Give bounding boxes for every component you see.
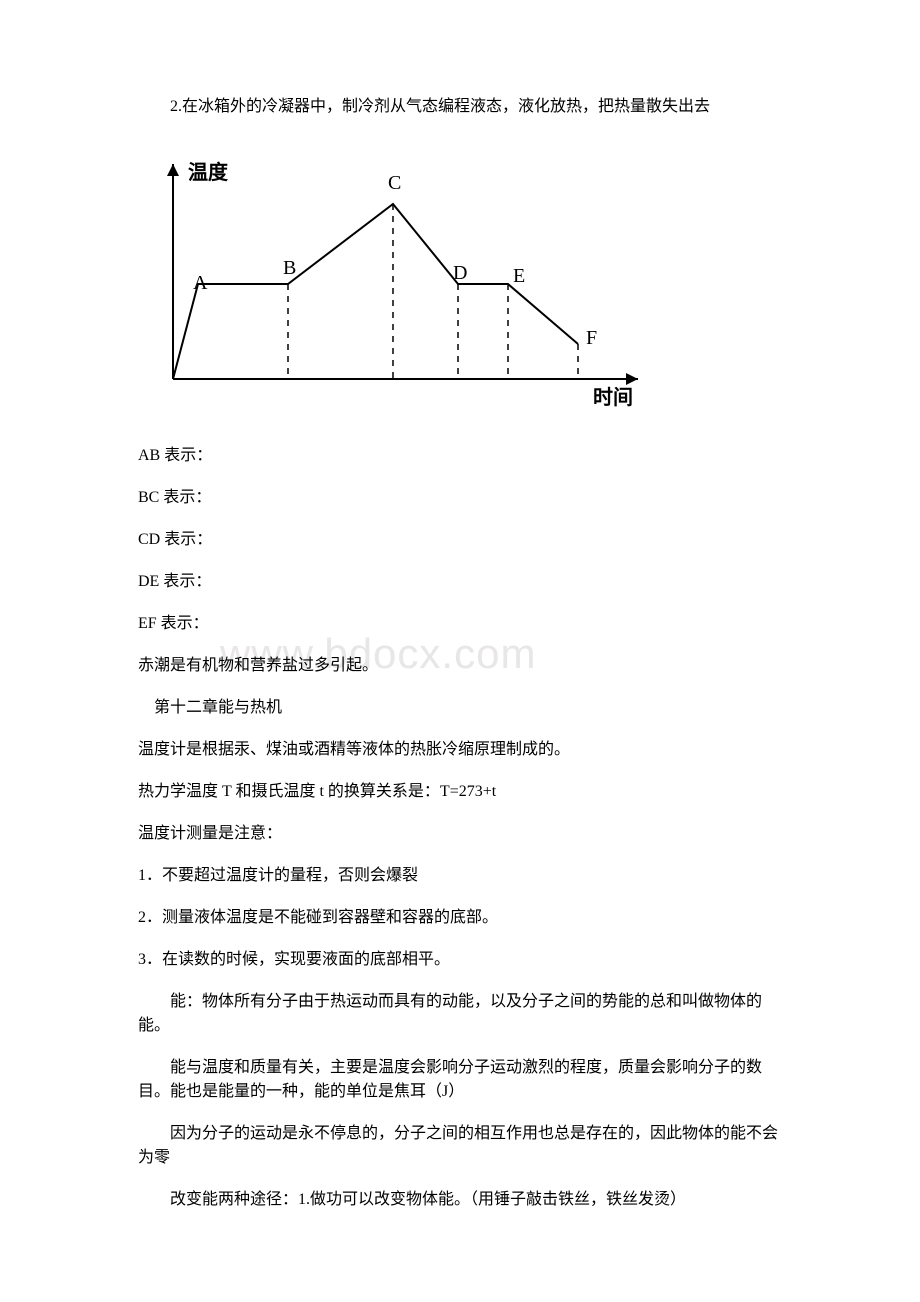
label-ab: AB 表示：: [138, 444, 782, 468]
paragraph-1: 2.在冰箱外的冷凝器中，制冷剂从气态编程液态，液化放热，把热量散失出去: [138, 95, 782, 119]
svg-text:B: B: [283, 257, 296, 279]
chart-svg: 温度时间 A B C D E F: [138, 149, 648, 409]
paragraph-energy-nonzero: 因为分子的运动是永不停息的，分子之间的相互作用也总是存在的，因此物体的能不会为零: [138, 1122, 782, 1170]
paragraph-energy-def: 能：物体所有分子由于热运动而具有的动能，以及分子之间的势能的总和叫做物体的能。: [138, 990, 782, 1038]
list-item-3: 3．在读数的时候，实现要液面的底部相平。: [138, 948, 782, 972]
label-cd: CD 表示：: [138, 528, 782, 552]
label-de: DE 表示：: [138, 570, 782, 594]
svg-text:时间: 时间: [593, 386, 633, 409]
paragraph-chichao: 赤潮是有机物和营养盐过多引起。: [138, 654, 782, 678]
document-content: 2.在冰箱外的冷凝器中，制冷剂从气态编程液态，液化放热，把热量散失出去 温度时间…: [138, 95, 782, 1212]
phase-chart: 温度时间 A B C D E F: [138, 149, 782, 414]
svg-text:D: D: [453, 262, 467, 284]
svg-text:温度: 温度: [188, 160, 229, 184]
paragraph-energy-change: 改变能两种途径：1.做功可以改变物体能。（用锤子敲击铁丝，铁丝发烫）: [138, 1188, 782, 1212]
paragraph-thermometer: 温度计是根据汞、煤油或酒精等液体的热胀冷缩原理制成的。: [138, 738, 782, 762]
label-bc: BC 表示：: [138, 486, 782, 510]
svg-text:F: F: [586, 327, 597, 349]
paragraph-temperature-formula: 热力学温度 T 和摄氏温度 t 的换算关系是：T=273+t: [138, 780, 782, 804]
paragraph-energy-temp: 能与温度和质量有关，主要是温度会影响分子运动激烈的程度，质量会影响分子的数目。能…: [138, 1056, 782, 1104]
chapter-title: 第十二章能与热机: [138, 696, 782, 720]
label-ef: EF 表示：: [138, 612, 782, 636]
list-item-1: 1．不要超过温度计的量程，否则会爆裂: [138, 864, 782, 888]
list-item-2: 2．测量液体温度是不能碰到容器壁和容器的底部。: [138, 906, 782, 930]
svg-text:A: A: [193, 272, 208, 294]
svg-text:C: C: [388, 172, 401, 194]
paragraph-measure-notice: 温度计测量是注意：: [138, 822, 782, 846]
svg-text:E: E: [513, 265, 525, 287]
